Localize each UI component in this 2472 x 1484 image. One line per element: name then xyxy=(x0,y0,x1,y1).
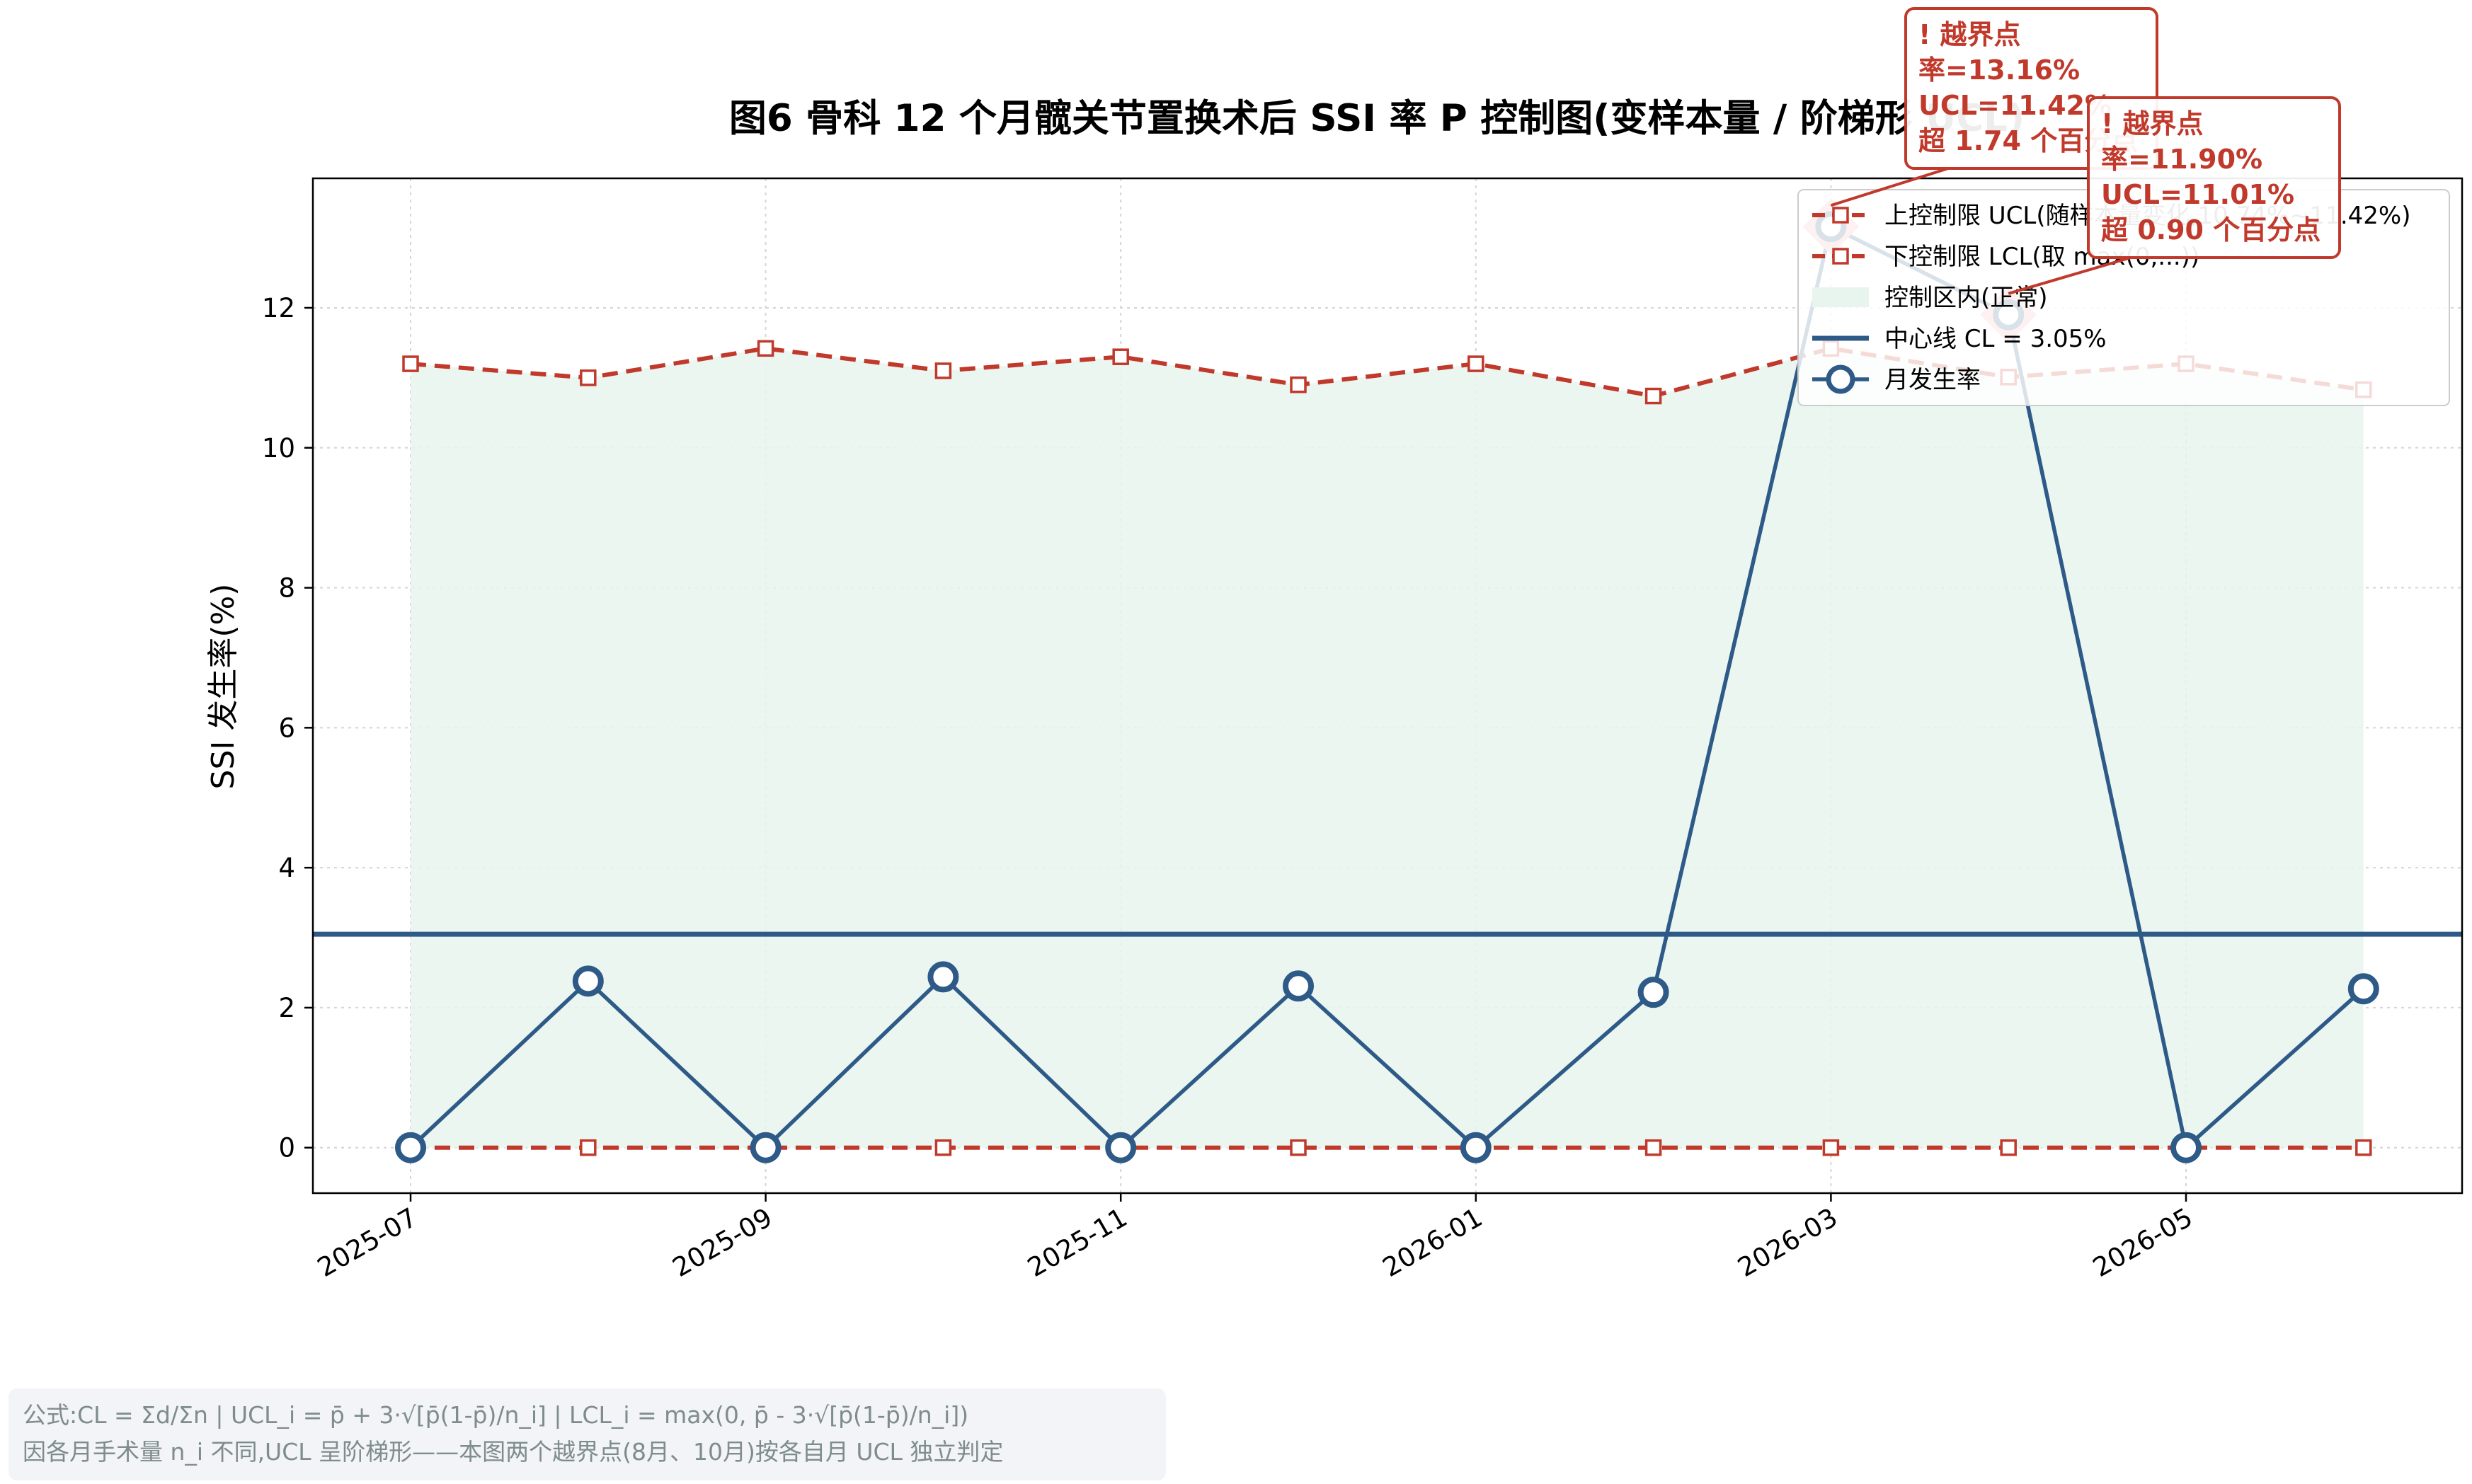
legend-label: 控制区内(正常) xyxy=(1884,284,2048,312)
annotation-text: ! 越界点 xyxy=(2101,108,2204,139)
y-tick-label: 2 xyxy=(278,993,295,1023)
annotation-text: 超 0.90 个百分点 xyxy=(2101,214,2321,246)
annotation-text: UCL=11.42% xyxy=(1918,90,2112,121)
plot-frame xyxy=(311,177,2464,1195)
lcl-point xyxy=(1822,1139,1840,1156)
annotation-text: UCL=11.01% xyxy=(2101,179,2294,210)
rate-point xyxy=(2170,1132,2202,1163)
ucl-point xyxy=(1467,355,1484,372)
lcl-point xyxy=(580,1139,597,1156)
ucl-point xyxy=(934,362,952,379)
ucl-point xyxy=(757,340,774,357)
rate-line xyxy=(409,224,2365,1150)
ucl-point xyxy=(580,369,597,386)
rate-point xyxy=(572,965,604,997)
annotation-arrow xyxy=(1830,167,1949,207)
annotation-text: 率=13.16% xyxy=(1918,54,2080,86)
lcl-point xyxy=(1290,1139,1307,1156)
ucl-point xyxy=(1290,376,1307,393)
lcl-point xyxy=(934,1139,952,1156)
annotation-text: ! 越界点 xyxy=(1918,19,2021,50)
x-tick-label: 2026-05 xyxy=(2088,1202,2197,1284)
control-zone-fill xyxy=(411,348,2364,1148)
y-tick-label: 4 xyxy=(278,853,295,883)
ucl-point xyxy=(1112,348,1129,365)
y-axis-label: SSI 发生率(%) xyxy=(205,584,241,790)
rate-point xyxy=(1283,970,1314,1002)
legend-marker-lcl xyxy=(1832,248,1849,265)
legend-label: 中心线 CL = 3.05% xyxy=(1884,325,2107,353)
x-tick-label: 2025-07 xyxy=(312,1202,422,1284)
annotation-box xyxy=(2087,96,2341,259)
y-tick-label: 0 xyxy=(278,1133,295,1163)
ucl-point xyxy=(402,355,419,372)
ucl-point xyxy=(1644,387,1662,405)
rate-point xyxy=(2347,973,2379,1005)
rate-point xyxy=(927,961,959,993)
y-tick-label: 8 xyxy=(278,573,295,604)
y-tick-label: 10 xyxy=(262,433,295,464)
annotation-text: 率=11.90% xyxy=(2101,144,2262,175)
legend-label: 月发生率 xyxy=(1884,366,1981,394)
y-tick-label: 6 xyxy=(278,713,295,743)
control-zone xyxy=(411,348,2364,1148)
formula-note-box: 公式:CL = Σd/Σn | UCL_i = p̄ + 3·√[p̄(1-p̄… xyxy=(8,1388,1166,1480)
rate-point xyxy=(1105,1132,1137,1163)
formula-text: 公式:CL = Σd/Σn | UCL_i = p̄ + 3·√[p̄(1-p̄… xyxy=(23,1401,969,1429)
chart-title: 图6 骨科 12 个月髋关节置换术后 SSI 率 P 控制图(变样本量 / 阶梯… xyxy=(729,97,2025,140)
lcl-point xyxy=(1644,1139,1662,1156)
x-tick-label: 2026-03 xyxy=(1733,1202,1843,1284)
rate-point xyxy=(395,1132,426,1163)
lcl-point xyxy=(2000,1139,2017,1156)
rate-point xyxy=(1460,1132,1492,1163)
legend-swatch-zone xyxy=(1812,287,1869,307)
y-tick-label: 12 xyxy=(262,293,295,323)
lcl-point xyxy=(2355,1139,2372,1156)
x-tick-label: 2026-01 xyxy=(1378,1202,1487,1284)
legend-marker-rate xyxy=(1826,364,1855,394)
x-tick-label: 2025-09 xyxy=(668,1202,777,1284)
rate-point xyxy=(750,1132,782,1163)
annotation-arrow xyxy=(2008,256,2131,295)
rate-point xyxy=(1637,977,1669,1008)
legend-marker-ucl xyxy=(1832,207,1849,224)
x-tick-label: 2025-11 xyxy=(1022,1202,1132,1284)
formula-note: 因各月手术量 n_i 不同,UCL 呈阶梯形——本图两个越界点(8月、10月)按… xyxy=(23,1438,1004,1466)
